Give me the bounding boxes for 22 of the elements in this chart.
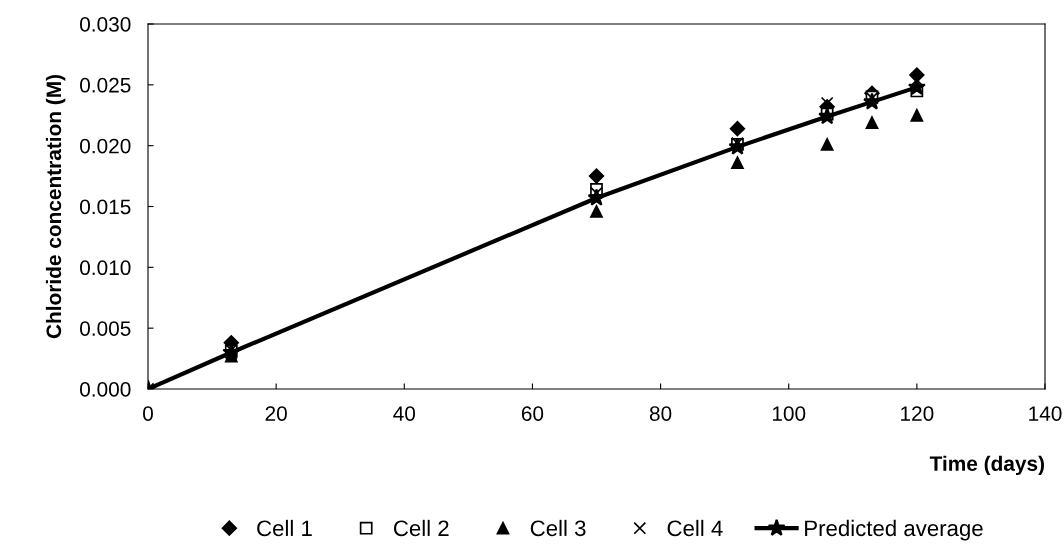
legend-label: Cell 1 [257, 519, 312, 537]
legend-label: Predicted average [805, 519, 983, 541]
x-tick-label: 80 [649, 406, 672, 421]
y-tick-label: 0.005 [80, 321, 131, 336]
y-tick-label: 0.015 [80, 199, 131, 215]
x-tick-label: 40 [393, 406, 416, 421]
legend-label: Cell 2 [393, 519, 449, 537]
y-tick-label: 0.010 [80, 260, 131, 276]
x-tick-label: 60 [521, 406, 544, 421]
y-tick-label: 0.000 [80, 382, 131, 397]
x-tick-label: 0 [143, 406, 153, 421]
y-tick-label: 0.025 [80, 77, 131, 93]
x-tick-label: 100 [772, 406, 806, 421]
x-tick-label: 140 [1029, 406, 1062, 421]
x-tick-label: 20 [265, 406, 287, 421]
y-tick-label: 0.020 [80, 138, 131, 154]
legend-label: Cell 4 [667, 519, 723, 537]
y-tick-label: 0.030 [80, 17, 131, 32]
x-tick-label: 120 [901, 406, 934, 421]
legend-label: Cell 3 [530, 519, 586, 537]
y-axis-title: Chloride concentration (M) [45, 75, 66, 339]
x-axis-title: Time (days) [929, 455, 1044, 476]
